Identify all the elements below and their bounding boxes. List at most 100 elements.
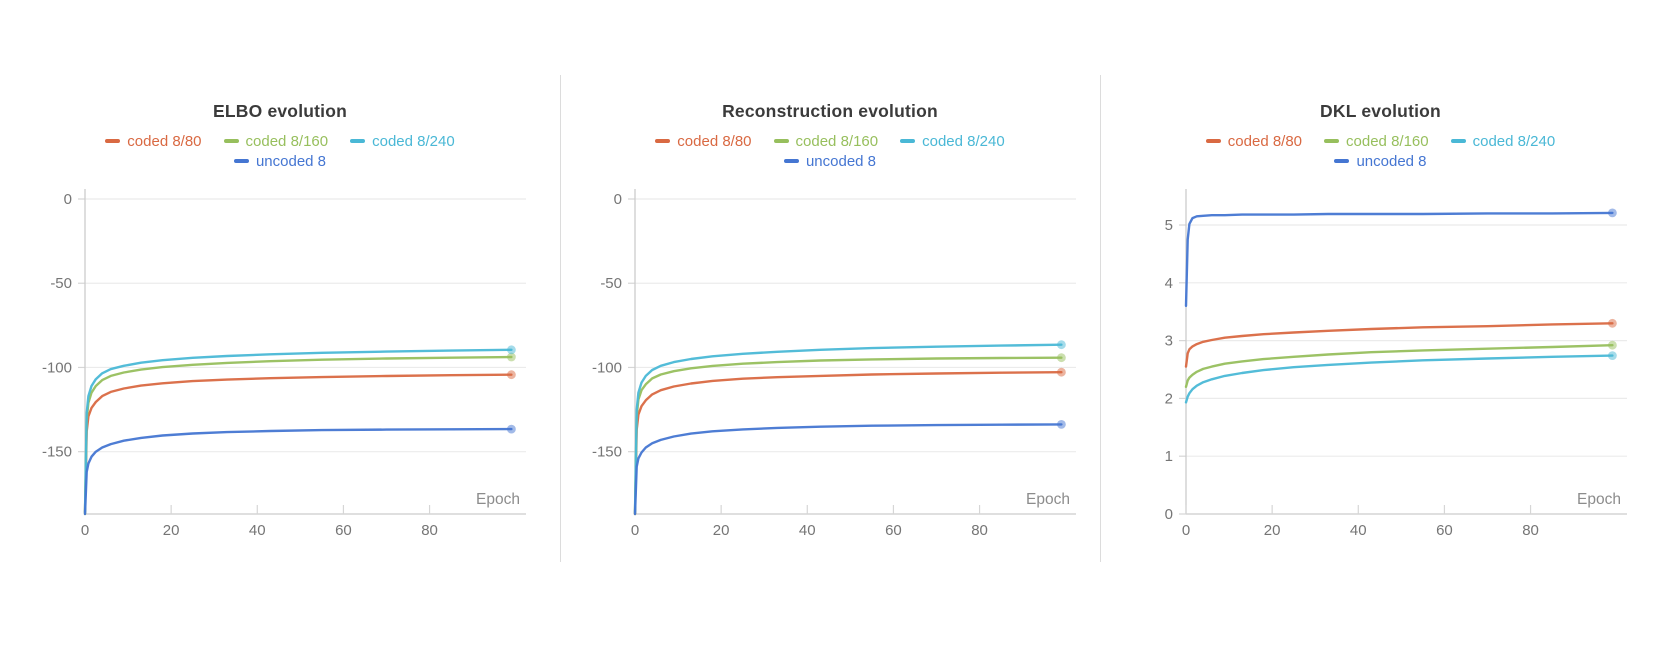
series-line-coded-8-240 [83,348,513,514]
series-line-coded-8-80 [83,373,513,514]
legend-swatch-icon [350,139,366,143]
legend-item-coded-8-160: coded 8/160 [773,132,878,152]
legend-item-coded-8-240: coded 8/240 [350,132,455,152]
x-axis-title: Epoch [1026,491,1070,508]
y-tick-label: -100 [42,359,72,376]
chart-panel-reconstruction: Reconstruction evolution coded 8/80 coded… [566,100,1094,544]
x-tick-label: 20 [713,522,730,539]
legend-row: uncoded 8 [1121,152,1641,172]
y-tick-label: -150 [42,444,72,461]
line-chart: 5 4 3 2 1 00 20 40 60 80 Epoch [1164,189,1627,539]
legend-item-coded-8-240: coded 8/240 [1450,132,1556,152]
y-tick-label: 3 [1164,333,1172,350]
y-tick-label: -100 [592,359,622,376]
line-chart: 0 -50 -100 -150 0 20 40 60 80 Epoch [42,189,526,539]
legend-item-coded-8-240: coded 8/240 [900,132,1005,152]
legend-row: uncoded 8 [570,152,1090,172]
chart-legend: coded 8/80 coded 8/160 coded 8/240 uncoded … [20,132,540,172]
series-end-marker [1057,353,1066,363]
legend-swatch-icon [233,159,249,163]
y-tick-label: 0 [614,191,622,208]
x-axis-title: Epoch [476,491,520,508]
x-tick-label: 80 [971,522,988,539]
x-tick-label: 40 [1349,522,1366,539]
x-tick-label: 20 [163,522,180,539]
legend-label: uncoded 8 [805,153,877,170]
y-tick-label: 0 [1164,506,1172,523]
legend-label: coded 8/80 [127,133,202,150]
legend-item-uncoded-8: uncoded 8 [233,152,327,172]
y-tick-label: 2 [1164,390,1172,407]
series-line-coded-8-160 [83,355,513,516]
legend-item-coded-8-80: coded 8/80 [1205,132,1302,152]
series-end-marker [507,352,516,362]
legend-item-coded-8-160: coded 8/160 [1324,132,1429,152]
chart-legend: coded 8/80 coded 8/160 coded 8/240 uncoded … [570,132,1090,172]
panel-divider-left [560,75,561,562]
x-tick-label: 80 [1522,522,1539,539]
series-end-marker [1607,318,1617,328]
legend-item-uncoded-8: uncoded 8 [783,152,877,172]
x-tick-label: 40 [799,522,816,539]
series-end-marker [1057,420,1066,429]
series-end-marker [1057,367,1066,377]
y-tick-label: -150 [592,444,622,461]
legend-item-uncoded-8: uncoded 8 [1334,152,1427,172]
chart-title: DKL evolution [1320,101,1441,121]
chart-legend: coded 8/80 coded 8/160 coded 8/240 uncoded … [1121,132,1641,172]
legend-label: coded 8/240 [1472,133,1556,150]
legend-swatch-icon [783,159,799,163]
legend-swatch-icon [1205,139,1221,143]
legend-label: coded 8/80 [677,133,752,150]
series-end-marker [1607,208,1617,218]
x-tick-label: 60 [335,522,352,539]
x-axis-title: Epoch [1577,491,1621,508]
y-tick-label: -50 [50,275,72,292]
legend-label: coded 8/240 [922,133,1005,150]
chart-panel-dkl: DKL evolution coded 8/80 coded 8/160 coded… [1106,100,1655,544]
legend-row: coded 8/80 coded 8/160 coded 8/240 [570,132,1090,152]
legend-label: coded 8/160 [1346,133,1429,150]
legend-swatch-icon [773,139,789,143]
legend-swatch-icon [105,139,121,143]
y-tick-label: 0 [64,191,72,208]
series-end-marker [507,345,516,355]
x-tick-label: 40 [249,522,266,539]
y-tick-label: -50 [600,275,622,292]
x-tick-label: 0 [631,522,639,539]
series-line-coded-8-240 [633,343,1063,514]
y-tick-label: 5 [1164,217,1172,234]
series-end-marker [507,424,516,434]
legend-row: uncoded 8 [20,152,540,172]
legend-swatch-icon [1334,159,1350,163]
chart-panel-elbo: ELBO evolution coded 8/80 coded 8/160 code… [6,100,554,544]
panel-divider-right [1100,75,1101,562]
legend-item-coded-8-160: coded 8/160 [223,132,328,152]
series-end-marker [1607,351,1617,360]
legend-swatch-icon [900,139,916,143]
series-line-coded-8-80 [1184,322,1614,368]
series-line-uncoded-8 [633,423,1063,516]
x-tick-label: 0 [81,522,89,539]
legend-label: coded 8/240 [372,133,455,150]
legend-item-coded-8-80: coded 8/80 [655,132,752,152]
series-line-uncoded-8 [1184,211,1614,308]
legend-swatch-icon [1324,139,1340,143]
series-line-coded-8-160 [1184,343,1614,389]
x-tick-label: 20 [1263,522,1280,539]
series-end-marker [507,370,516,380]
legend-swatch-icon [223,139,239,143]
legend-label: uncoded 8 [255,153,327,170]
x-tick-label: 60 [1436,522,1453,539]
legend-swatch-icon [655,139,671,143]
legend-row: coded 8/80 coded 8/160 coded 8/240 [1121,132,1641,152]
series-end-marker [1607,340,1617,350]
series-line-coded-8-160 [633,356,1063,516]
chart-title: Reconstruction evolution [722,101,938,121]
y-tick-label: 1 [1164,448,1172,465]
chart-title: ELBO evolution [212,101,348,121]
legend-row: coded 8/80 coded 8/160 coded 8/240 [20,132,540,152]
y-tick-label: 4 [1164,275,1172,292]
x-tick-label: 0 [1181,522,1189,539]
series-line-coded-8-240 [1184,354,1614,404]
